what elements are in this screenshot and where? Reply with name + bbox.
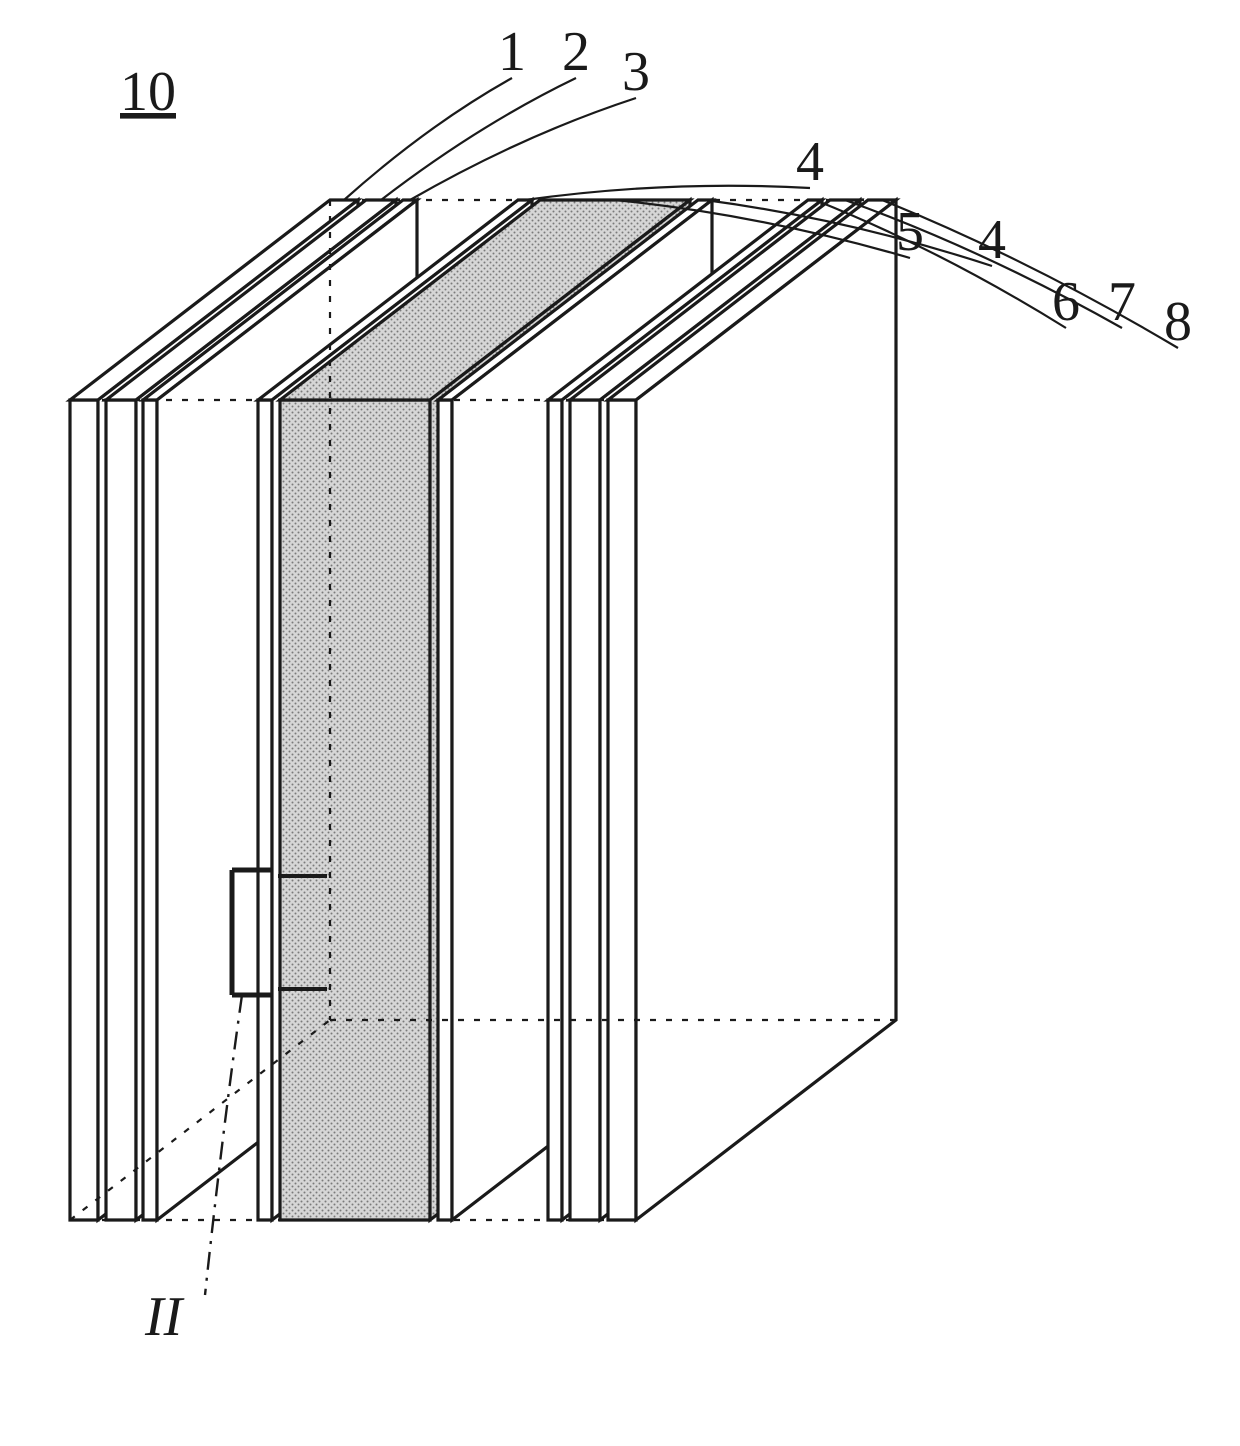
layers-group — [70, 200, 896, 1220]
label-4: 4 — [796, 131, 824, 193]
label-2: 2 — [562, 21, 590, 83]
label-3: 3 — [622, 41, 650, 103]
section-label: II — [144, 1286, 185, 1348]
label-9: 8 — [1164, 291, 1192, 353]
label-8: 7 — [1108, 271, 1136, 333]
figure-ref-label: 10 — [120, 61, 176, 123]
label-5: 5 — [896, 201, 924, 263]
label-1: 1 — [498, 21, 526, 83]
